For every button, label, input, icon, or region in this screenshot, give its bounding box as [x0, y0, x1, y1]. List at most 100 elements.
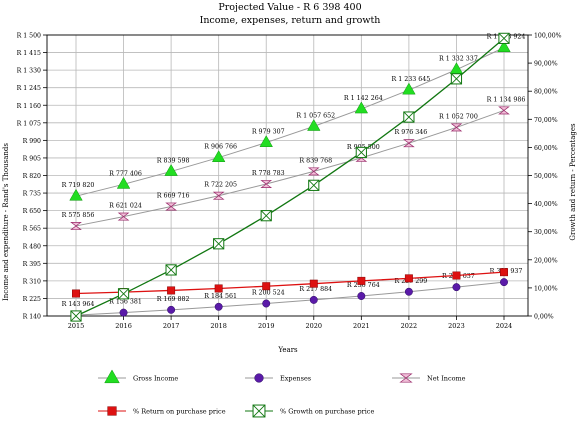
legend-item-gross-income: Gross Income	[98, 369, 178, 384]
data-label-gross-income: R 1 233 645	[391, 76, 430, 83]
chart-title: Projected Value - R 6 398 400	[218, 2, 361, 13]
y-right-tick-label: 0,00%	[534, 314, 554, 321]
y-left-tick-label: R 395	[23, 261, 41, 268]
legend-marker	[254, 373, 264, 383]
point-net-income-lower	[212, 195, 225, 200]
point-gross-income	[69, 188, 83, 201]
data-label-gross-income: R 777 406	[109, 170, 142, 177]
series-line-return-on-purchase-price	[75, 271, 505, 295]
data-label-net-income: R 976 346	[394, 129, 427, 136]
point-net-income-lower	[498, 109, 510, 115]
legend-label: Expenses	[280, 375, 311, 383]
point-net-income-lower	[70, 225, 82, 230]
data-label-net-income: R 722 205	[204, 182, 237, 189]
data-label-expenses: R 200 524	[252, 289, 285, 296]
point-expenses	[309, 295, 318, 304]
point-net-income	[165, 202, 177, 207]
data-label-net-income: R 621 024	[109, 203, 142, 210]
y-left-tick-label: R 990	[23, 138, 41, 145]
data-label-gross-income: R 906 766	[204, 144, 237, 151]
legend-label: % Return on purchase price	[133, 408, 226, 416]
point-growth-on-purchase-price-cross-b	[355, 147, 367, 158]
point-gross-income	[354, 101, 369, 114]
y-right-tick-label: 100,00%	[534, 33, 562, 40]
data-label-expenses: R 184 561	[204, 293, 237, 300]
y-right-tick-label: 10,00%	[534, 285, 558, 292]
point-growth-on-purchase-price-cross-b	[451, 73, 462, 85]
y-right-tick-label: 30,00%	[534, 229, 558, 236]
legend-label: % Growth on purchase price	[280, 408, 374, 416]
point-growth-on-purchase-price-cross-b	[165, 264, 177, 276]
data-label-net-income: R 778 783	[252, 170, 285, 177]
point-growth-on-purchase-price-cross-b	[260, 210, 272, 222]
legend-item-return-on-purchase-price: % Return on purchase price	[98, 406, 226, 416]
point-net-income	[403, 139, 415, 144]
chart-subtitle: Income, expenses, return and growth	[200, 15, 381, 26]
series-layer: R 719 820 R 777 406 R 839 598 R 906 766 R 97…	[62, 32, 526, 322]
legend-item-expenses: Expenses	[245, 373, 311, 383]
y-left-tick-label: R 1 075	[17, 120, 41, 127]
y-left-tick-label: R 820	[23, 173, 41, 180]
data-label-net-income: R 1 134 986	[487, 96, 526, 103]
point-gross-income	[497, 40, 511, 53]
point-growth-on-purchase-price-cross-b	[118, 288, 129, 300]
point-net-income	[498, 106, 510, 111]
point-net-income	[212, 191, 225, 197]
data-label-gross-income: R 1 057 652	[296, 112, 335, 119]
y-left-tick-label: R 565	[23, 226, 41, 233]
point-expenses	[500, 278, 508, 287]
legend-item-net-income: Net Income	[392, 373, 466, 383]
point-expenses	[167, 305, 176, 314]
point-return-on-purchase-price	[309, 279, 318, 288]
point-expenses	[404, 287, 413, 296]
x-axis-label: Years	[277, 346, 298, 354]
y-right-tick-label: 50,00%	[534, 173, 558, 180]
y-right-tick-label: 80,00%	[534, 89, 558, 96]
legend-marker-lower	[399, 377, 413, 383]
data-label-expenses: R 143 964	[62, 301, 95, 308]
data-label-gross-income: R 719 820	[62, 182, 95, 189]
axes-layer: R 140 R 225 R 310 R 395 R 480 R 565 R 650 R 735…	[17, 33, 562, 331]
series-line-growth-on-purchase-price	[75, 37, 505, 317]
data-label-gross-income: R 1 332 337	[439, 56, 478, 63]
x-tick-label: 2018	[210, 322, 227, 330]
legend-marker	[107, 406, 117, 416]
point-expenses	[262, 299, 271, 308]
x-tick-label: 2019	[258, 322, 275, 330]
point-expenses	[119, 308, 128, 317]
y-right-tick-label: 60,00%	[534, 145, 558, 152]
y-left-axis-label: Income and expenditure - Rand's Thousand…	[2, 143, 10, 301]
data-label-gross-income: R 979 307	[252, 129, 285, 136]
y-left-tick-label: R 310	[23, 278, 41, 285]
point-growth-on-purchase-price-cross-b	[70, 310, 82, 322]
plot-frame	[46, 34, 529, 317]
data-label-net-income: R 839 768	[299, 157, 332, 164]
point-net-income-lower	[450, 126, 463, 132]
point-expenses	[214, 302, 223, 311]
point-return-on-purchase-price	[500, 268, 508, 277]
point-gross-income	[307, 118, 321, 131]
point-gross-income	[259, 135, 273, 147]
point-gross-income	[164, 164, 178, 176]
legend-label: Gross Income	[133, 375, 178, 383]
legend-marker	[104, 369, 120, 384]
series-growth-on-purchase-price	[70, 32, 510, 322]
point-gross-income	[449, 62, 464, 75]
y-left-tick-label: R 1 245	[17, 85, 41, 92]
point-return-on-purchase-price	[404, 274, 413, 283]
legend-label: Net Income	[427, 375, 466, 383]
point-net-income	[260, 180, 273, 185]
point-net-income-lower	[260, 183, 273, 188]
point-gross-income	[211, 150, 226, 162]
point-gross-income	[116, 176, 131, 189]
legend-marker	[399, 373, 413, 379]
point-return-on-purchase-price	[452, 271, 461, 280]
point-gross-income	[402, 82, 416, 95]
y-right-tick-label: 90,00%	[534, 61, 558, 68]
data-label-expenses: R 236 764	[347, 282, 380, 289]
point-net-income-lower	[355, 157, 368, 162]
y-left-tick-label: R 480	[23, 243, 41, 250]
point-growth-on-purchase-price-cross-b	[308, 179, 320, 191]
